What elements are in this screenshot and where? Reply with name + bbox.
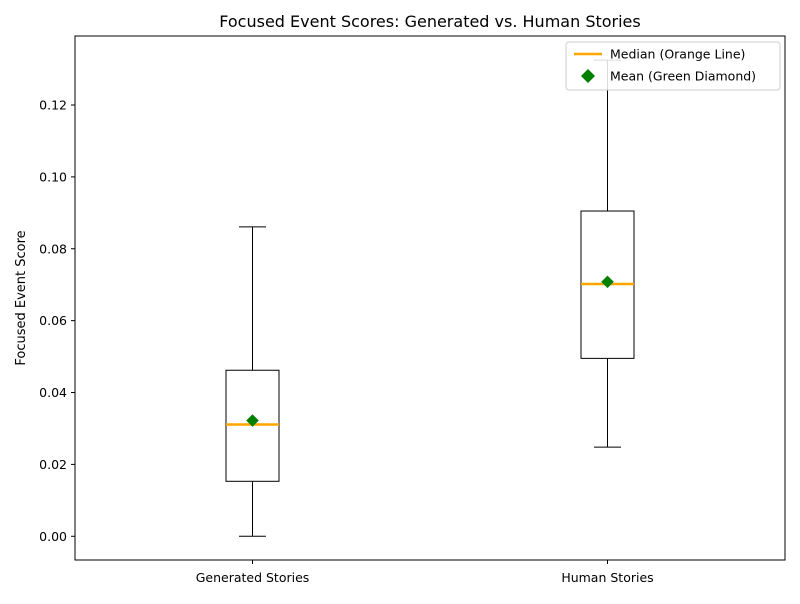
y-tick-label: 0.08 [39, 241, 67, 256]
mean-marker [601, 275, 614, 289]
legend-mean-swatch [581, 69, 595, 83]
plot-frame [74, 35, 786, 561]
y-tick-label: 0.06 [39, 313, 67, 328]
box-group-1 [580, 59, 635, 448]
y-tick-label: 0.02 [39, 457, 67, 472]
mean-marker [246, 414, 259, 427]
y-tick-label: 0.12 [39, 98, 67, 113]
legend-box [565, 41, 781, 91]
y-tick-label: 0.00 [39, 529, 67, 544]
x-tick-label: Generated Stories [196, 570, 310, 585]
iqr-box [225, 369, 280, 482]
plot-area: 0.00 0.02 0.04 0.06 0.08 0.10 0.12 Generated St… [39, 59, 654, 585]
legend-entry-label: Median (Orange Line) [610, 47, 745, 62]
y-axis-label: Focused Event Score [14, 230, 29, 365]
legend: Median (Orange Line) Mean (Green Diamond) [565, 41, 781, 91]
chart-title: Focused Event Scores: Generated vs. Huma… [219, 12, 640, 31]
x-tick-label: Human Stories [561, 570, 653, 585]
y-tick-label: 0.10 [39, 169, 67, 184]
legend-entry-label: Mean (Green Diamond) [610, 69, 756, 84]
box-group-0 [225, 226, 280, 537]
y-tick-label: 0.04 [39, 385, 67, 400]
